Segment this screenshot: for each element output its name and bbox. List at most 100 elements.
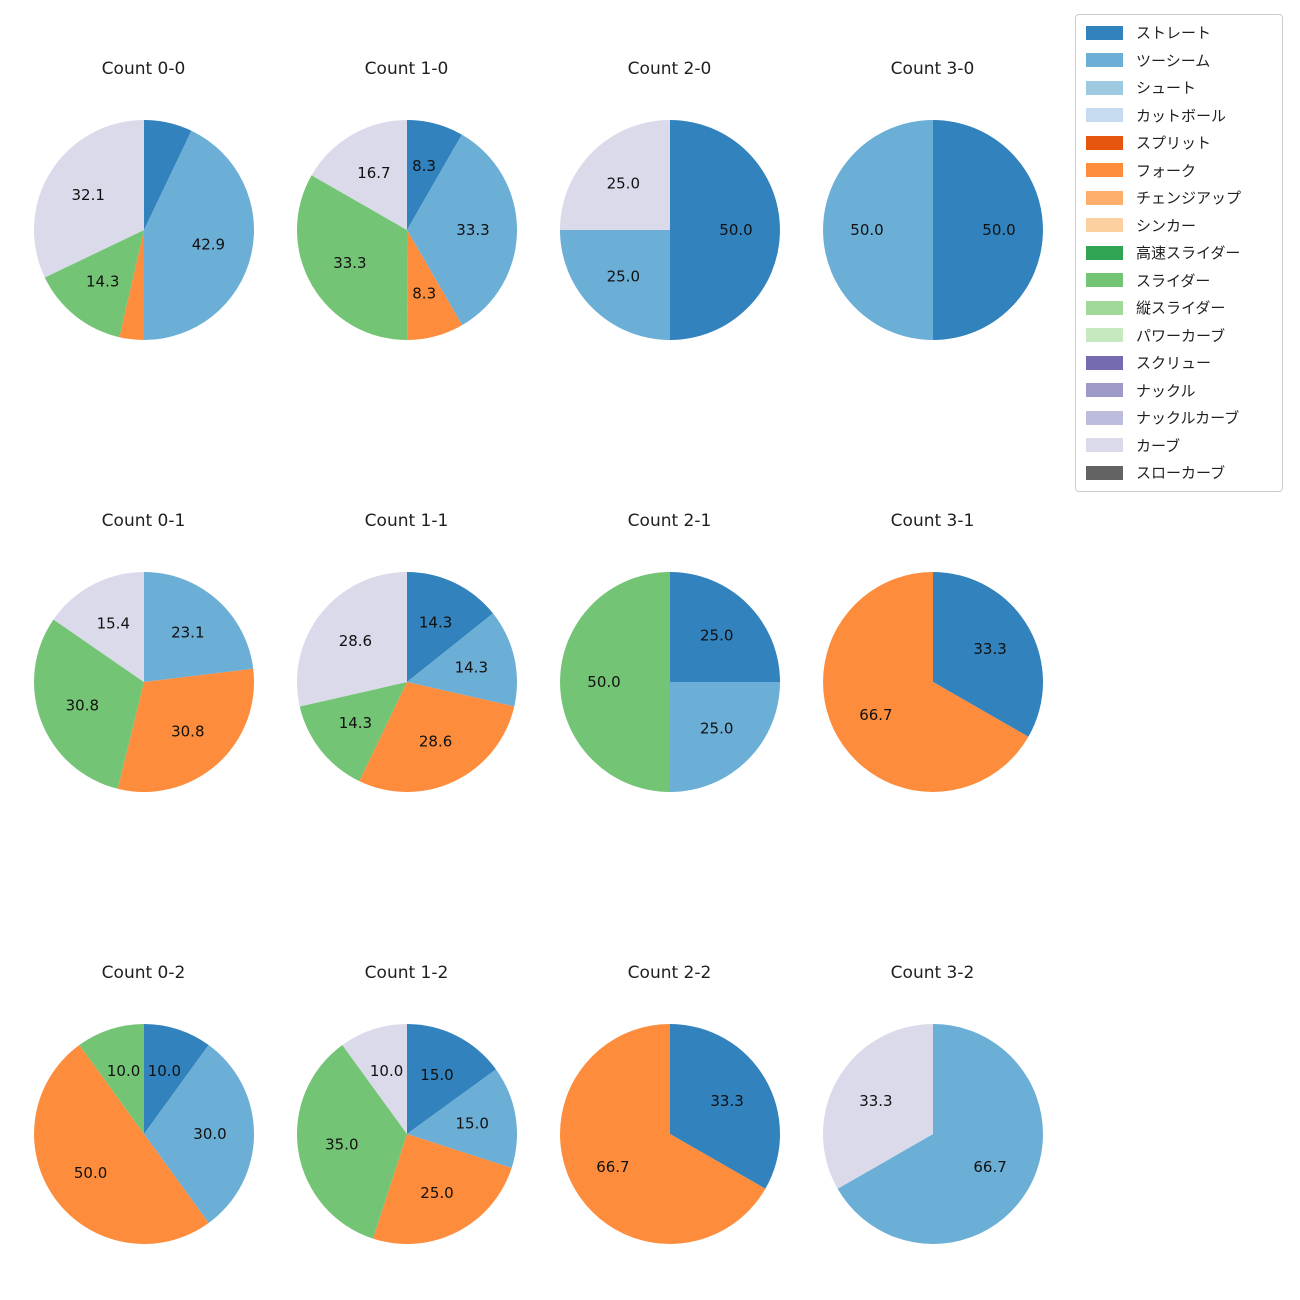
slice-percent-label: 15.4 [96,615,129,633]
legend-swatch [1086,438,1123,453]
pie-chart-cell-2-1: Count 2-1 25.0 25.0 50.0 [538,509,801,961]
slice-percent-label: 30.0 [193,1125,226,1143]
pie-slice-スライダー [296,1045,407,1239]
legend-item: ツーシーム [1076,47,1282,75]
pie-slice-ツーシーム [143,1045,254,1223]
slice-percent-label: 50.0 [982,221,1015,239]
pie-grid: Count 0-0 42.9 14.3 32.1 Count 1-0 8.3 33.3… [12,57,1064,1300]
slice-percent-label: 25.0 [606,174,639,192]
slice-percent-label: 33.3 [710,1092,743,1110]
slice-percent-label: 50.0 [587,673,620,691]
pie-slice-ストレート [932,120,1043,340]
chart-title: Count 2-1 [627,511,712,531]
pie-chart-0-0: 42.9 14.3 32.1 [33,120,254,340]
slice-percent-label: 32.1 [71,186,104,204]
pie-chart-cell-1-1: Count 1-1 14.3 14.3 28.6 14.3 28.6 [275,509,538,961]
pie-slice-ストレート [669,1024,780,1189]
pie-chart-1-2: 15.0 15.0 25.0 35.0 10.0 [296,1024,517,1244]
pie-chart-cell-0-0: Count 0-0 42.9 14.3 32.1 [12,57,275,509]
legend-item: フォーク [1076,157,1282,185]
legend-swatch [1086,465,1123,480]
pie-slice-カーブ [33,120,144,278]
pie-slice-カーブ [341,1024,407,1134]
pie-chart-cell-0-1: Count 0-1 23.1 30.8 30.8 15.4 [12,509,275,961]
pie-chart-cell-3-1: Count 3-1 33.3 66.7 [801,509,1064,961]
pie-slice-フォーク [33,1045,209,1244]
pie-slice-フォーク [372,1134,512,1244]
legend-item: ナックル [1076,377,1282,405]
pie-chart-0-2: 10.0 30.0 50.0 10.0 [33,1024,254,1244]
pie-slice-フォーク [358,682,514,792]
legend-item: 縦スライダー [1076,294,1282,322]
legend-swatch [1086,53,1123,68]
pie-slice-ツーシーム [406,613,517,707]
pie-slice-ツーシーム [837,1024,1043,1244]
pie-chart-cell-2-0: Count 2-0 50.0 25.0 25.0 [538,57,801,509]
slice-percent-label: 14.3 [85,273,118,291]
pie-slice-フォーク [559,1024,765,1244]
chart-title: Count 3-2 [890,963,975,983]
pie-slice-ツーシーム [559,230,670,340]
legend-swatch [1086,190,1123,205]
chart-title: Count 3-0 [890,59,975,79]
pie-slice-スライダー [44,230,144,338]
legend-label: 縦スライダー [1136,299,1226,318]
slice-percent-label: 50.0 [73,1164,106,1182]
legend-item: 高速スライダー [1076,239,1282,267]
slice-percent-label: 23.1 [171,624,204,642]
pie-chart-2-2: 33.3 66.7 [559,1024,780,1244]
slice-percent-label: 66.7 [859,706,892,724]
pie-slice-フォーク [117,668,254,792]
pie-chart-cell-2-2: Count 2-2 33.3 66.7 [538,961,801,1300]
pie-slice-ツーシーム [143,130,254,340]
legend-swatch [1086,245,1123,260]
slice-percent-label: 50.0 [719,221,752,239]
chart-title: Count 2-2 [627,963,712,983]
pie-slice-カーブ [822,1024,933,1189]
pie-chart-cell-0-2: Count 0-2 10.0 30.0 50.0 10.0 [12,961,275,1300]
legend-label: シンカー [1136,216,1197,235]
pie-slice-ストレート [406,120,462,230]
slice-percent-label: 25.0 [699,720,732,738]
slice-percent-label: 25.0 [699,626,732,644]
chart-title: Count 2-0 [627,59,712,79]
legend-label: スクリュー [1136,354,1212,373]
chart-title: Count 1-2 [364,963,449,983]
pie-slice-カーブ [559,120,670,230]
slice-percent-label: 15.0 [455,1115,488,1133]
pie-slice-スライダー [33,619,144,789]
slice-percent-label: 10.0 [106,1062,139,1080]
slice-percent-label: 8.3 [412,285,436,303]
pie-chart-3-0: 50.0 50.0 [822,120,1043,340]
chart-title: Count 0-1 [101,511,186,531]
chart-title: Count 1-1 [364,511,449,531]
slice-percent-label: 33.3 [859,1092,892,1110]
legend-swatch [1086,383,1123,398]
legend-item: シンカー [1076,212,1282,240]
pie-slice-ツーシーム [406,134,517,326]
slice-percent-label: 15.0 [420,1066,453,1084]
pie-slice-カーブ [311,120,407,230]
legend-swatch [1086,135,1123,150]
chart-title: Count 3-1 [890,511,975,531]
legend-item: ストレート [1076,19,1282,47]
pie-chart-1-0: 8.3 33.3 8.3 33.3 16.7 [296,120,517,340]
slice-percent-label: 33.3 [973,640,1006,658]
legend-swatch [1086,80,1123,95]
pie-slice-フォーク [822,572,1028,792]
legend-swatch [1086,355,1123,370]
legend-swatch [1086,25,1123,40]
legend-swatch [1086,163,1123,178]
legend-label: スローカーブ [1136,464,1226,483]
pie-slice-スライダー [299,682,407,782]
legend-label: チェンジアップ [1136,189,1242,208]
legend: ストレート ツーシーム シュート カットボール スプリット フォーク チェンジアップ シンカー… [1075,14,1283,492]
pie-slice-スライダー [559,572,670,792]
chart-title: Count 1-0 [364,59,449,79]
legend-item: ナックルカーブ [1076,404,1282,432]
pie-slice-スライダー [78,1024,144,1134]
pie-chart-3-2: 66.7 33.3 [822,1024,1043,1244]
slice-percent-label: 33.3 [333,254,366,272]
pie-slice-ストレート [406,572,493,682]
